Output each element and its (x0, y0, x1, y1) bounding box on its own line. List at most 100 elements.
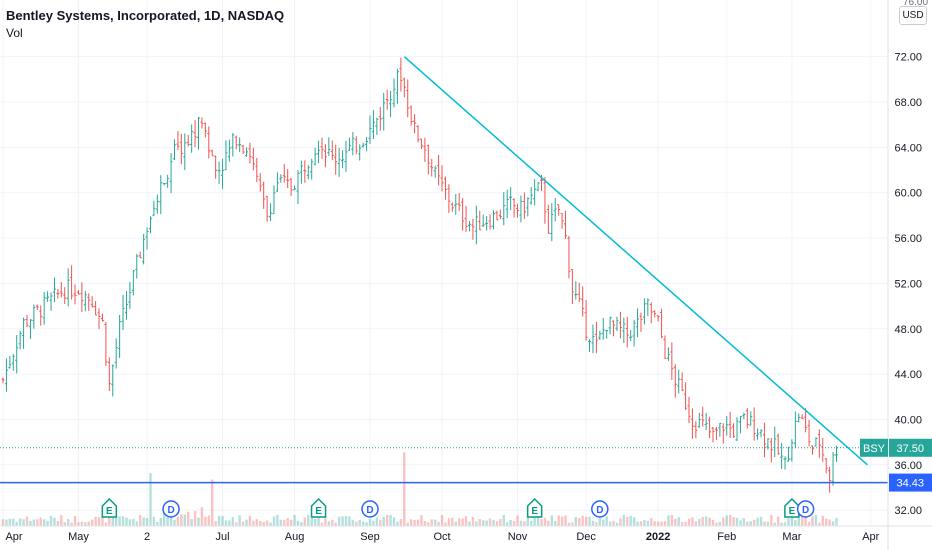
volume-bar (626, 516, 629, 526)
volume-bar (656, 521, 660, 526)
ohlc-bar (474, 205, 478, 245)
dividend-marker[interactable]: D (796, 500, 815, 518)
currency-badge[interactable]: USD (899, 6, 927, 25)
volume-bar (207, 515, 210, 526)
volume-bar (176, 516, 180, 526)
ohlc-bar (567, 236, 571, 279)
volume-bar (776, 516, 780, 526)
volume-bar (608, 521, 612, 526)
ohlc-bar (152, 200, 156, 217)
time-axis[interactable]: Apr May 2 Jul Aug Sep Oct Nov Dec 2022 Feb Mar Apr (0, 525, 932, 543)
volume-bar (650, 518, 653, 526)
volume-bar (29, 520, 32, 526)
volume-bar (560, 516, 564, 526)
volume-bar (224, 520, 228, 526)
volume-bar (289, 519, 293, 526)
ohlc-bar (275, 172, 279, 193)
earnings-marker-shape (101, 497, 118, 518)
volume-bar (787, 518, 790, 526)
volume-bar (12, 518, 15, 526)
volume-bar (18, 518, 22, 526)
volume-bar (241, 521, 245, 526)
earnings-marker[interactable]: E (101, 497, 118, 518)
ohlc-bar (66, 268, 70, 307)
ohlc-bar (694, 421, 698, 439)
volume-bar (711, 519, 715, 526)
dividend-marker-label: D (596, 505, 603, 516)
ohlc-bar (605, 330, 609, 339)
volume-bar (595, 522, 598, 526)
top-price-tick: 76.00 (903, 0, 929, 8)
ohlc-bar (299, 160, 303, 184)
volume-bar (235, 522, 238, 526)
ohlc-bar (385, 89, 389, 110)
volume-bar (187, 511, 190, 526)
ohlc-bar (378, 107, 382, 131)
trendline[interactable] (403, 56, 868, 466)
ohlc-bar (584, 300, 588, 341)
ohlc-bar (135, 253, 139, 279)
volume-bar (567, 522, 571, 526)
volume-bar (132, 519, 135, 526)
volume-bar (77, 522, 80, 526)
ohlc-bar (440, 165, 444, 192)
volume-bar (283, 519, 286, 526)
ohlc-bar (642, 298, 646, 325)
ohlc-bar (179, 133, 183, 165)
volume-bar (139, 515, 142, 526)
ohlc-bar (148, 216, 152, 234)
ohlc-bar (258, 173, 262, 192)
ohlc-bar (509, 187, 513, 211)
ohlc-bar (296, 170, 300, 204)
earnings-marker[interactable]: E (784, 497, 800, 518)
volume-bar (385, 514, 389, 526)
ohlc-bar (601, 317, 605, 340)
ohlc-bar (817, 429, 821, 458)
ohlc-bar (142, 233, 146, 265)
volume-bar (375, 517, 379, 526)
volume-bar (80, 521, 84, 526)
volume-bar (828, 519, 831, 526)
price-axis[interactable]: 32.00 36.00 40.00 44.00 48.00 52.00 56.00 60.00… (887, 0, 922, 550)
ohlc-bar (183, 133, 187, 170)
volume-bar (372, 520, 375, 526)
dividend-marker[interactable]: D (162, 500, 180, 518)
ohlc-bar (457, 193, 461, 211)
dividend-marker[interactable]: D (591, 500, 609, 518)
ohlc-bar (756, 428, 760, 440)
time-tick-label: 2022 (646, 531, 670, 543)
ohlc-bar (536, 182, 540, 192)
volume-bar (413, 519, 416, 526)
ohlc-bar (358, 144, 362, 161)
ohlc-bar (159, 175, 163, 215)
price-tick-label: 56.00 (894, 233, 922, 245)
ohlc-bar (433, 165, 437, 178)
ohlc-bar (416, 124, 420, 143)
volume-bar (163, 508, 166, 526)
ohlc-bar (282, 163, 286, 183)
dividend-marker-shape (796, 500, 815, 518)
ohlc-bar (834, 445, 838, 462)
ohlc-bar (454, 194, 458, 215)
volume-bar (636, 521, 639, 526)
ohlc-bar (361, 142, 365, 148)
ohlc-bar (286, 169, 290, 189)
volume-bar (324, 518, 327, 526)
volume-bar (591, 520, 595, 526)
volume-bar (457, 518, 461, 526)
ohlc-bar (52, 277, 56, 303)
earnings-marker[interactable]: E (526, 497, 543, 518)
ohlc-bar (519, 195, 523, 223)
ohlc-bar (773, 426, 777, 458)
ohlc-bar (131, 270, 135, 296)
ohlc-bar (594, 321, 598, 354)
ohlc-bar (56, 288, 60, 299)
ohlc-bar (646, 298, 650, 317)
ohlc-bar (526, 197, 530, 217)
volume-bar (433, 519, 437, 526)
volume-bar (56, 521, 60, 526)
dividend-marker[interactable]: D (361, 500, 379, 518)
earnings-marker[interactable]: E (310, 497, 327, 518)
